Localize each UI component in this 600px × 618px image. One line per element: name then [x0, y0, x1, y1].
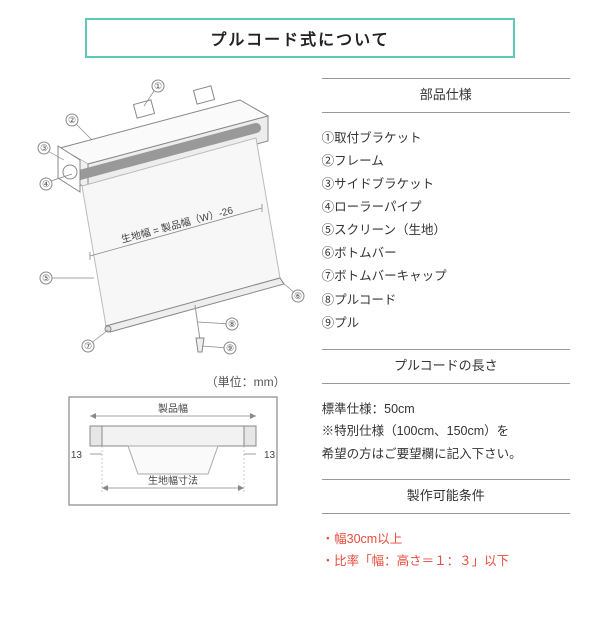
part-item: ⑦ボトムバーキャップ — [322, 265, 570, 288]
content-container: 生地幅 = 製品幅（W）-26 ① ② ③ ④ ⑤ ⑥ ⑦ ⑧ ⑨ （単位：mm… — [0, 78, 600, 573]
main-diagram: 生地幅 = 製品幅（W）-26 ① ② ③ ④ ⑤ ⑥ ⑦ ⑧ ⑨ — [30, 78, 310, 358]
cord-length-section: 標準仕様：50cm ※特別仕様（100cm、150cm）を 希望の方はご要望欄に… — [322, 398, 570, 466]
bottom-diagram: 製品幅 13 13 生地幅寸法 — [68, 396, 278, 506]
margin-right: 13 — [264, 450, 276, 461]
part-item: ⑧プルコード — [322, 289, 570, 312]
svg-text:⑥: ⑥ — [294, 291, 302, 301]
right-panel: 部品仕様 ①取付ブラケット ②フレーム ③サイドブラケット ④ローラーパイプ ⑤… — [316, 78, 570, 573]
svg-text:⑨: ⑨ — [226, 343, 234, 353]
svg-text:④: ④ — [42, 179, 50, 189]
product-width-label: 製品幅 — [158, 402, 188, 415]
svg-text:⑦: ⑦ — [84, 341, 92, 351]
svg-text:③: ③ — [40, 143, 48, 153]
left-panel: 生地幅 = 製品幅（W）-26 ① ② ③ ④ ⑤ ⑥ ⑦ ⑧ ⑨ （単位：mm… — [30, 78, 316, 573]
bottom-diagram-wrap: 製品幅 13 13 生地幅寸法 — [68, 396, 316, 511]
svg-text:⑤: ⑤ — [42, 273, 50, 283]
part-item: ②フレーム — [322, 150, 570, 173]
svg-text:⑧: ⑧ — [228, 319, 236, 329]
part-item: ⑥ボトムバー — [322, 242, 570, 265]
part-item: ⑤スクリーン（生地） — [322, 219, 570, 242]
unit-label: （単位：mm） — [30, 373, 286, 390]
cord-note1: ※特別仕様（100cm、150cm）を — [322, 420, 570, 443]
part-item: ③サイドブラケット — [322, 173, 570, 196]
parts-header: 部品仕様 — [322, 78, 570, 113]
parts-list: ①取付ブラケット ②フレーム ③サイドブラケット ④ローラーパイプ ⑤スクリーン… — [322, 127, 570, 335]
condition-2: ・比率「幅：高さ＝１：３」以下 — [322, 550, 570, 573]
cord-note2: 希望の方はご要望欄に記入下さい。 — [322, 443, 570, 466]
conditions-section: ・幅30cm以上 ・比率「幅：高さ＝１：３」以下 — [322, 528, 570, 573]
part-item: ①取付ブラケット — [322, 127, 570, 150]
svg-text:②: ② — [68, 115, 76, 125]
cord-standard: 標準仕様：50cm — [322, 398, 570, 421]
part-item: ④ローラーパイプ — [322, 196, 570, 219]
conditions-header: 製作可能条件 — [322, 479, 570, 514]
cord-length-header: プルコードの長さ — [322, 349, 570, 384]
condition-1: ・幅30cm以上 — [322, 528, 570, 551]
margin-left: 13 — [71, 450, 83, 461]
part-item: ⑨プル — [322, 312, 570, 335]
page-title: プルコード式について — [85, 18, 515, 58]
fabric-width-dim-label: 生地幅寸法 — [148, 474, 198, 487]
svg-text:①: ① — [154, 81, 162, 91]
